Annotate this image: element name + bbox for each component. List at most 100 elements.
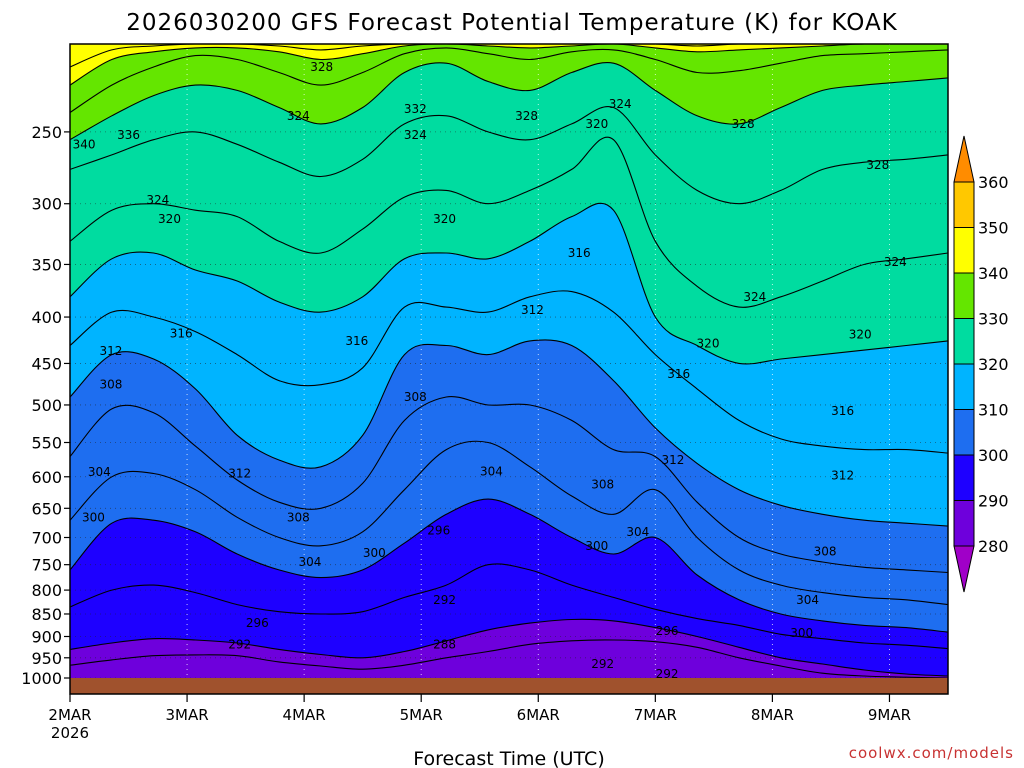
- contour-label-9: 328: [732, 117, 755, 131]
- isentrope-332: [70, 62, 948, 141]
- contour-label-29: 312: [831, 468, 854, 482]
- contour-label-23: 316: [667, 367, 690, 381]
- contour-label-40: 308: [814, 544, 837, 558]
- credit-text: coolwx.com/models: [849, 744, 1014, 762]
- theta-band-336: [70, 44, 948, 113]
- contour-label-13: 320: [433, 212, 456, 226]
- isentrope-328: [70, 105, 948, 205]
- y-tick-label-750: 750: [31, 556, 62, 575]
- colorbar-label-290: 290: [978, 492, 1009, 511]
- isentrope-336: [70, 47, 948, 113]
- plot-frame: [69, 43, 949, 695]
- isentrope-304: [70, 440, 948, 606]
- colorbar-arrow-high: [953, 135, 975, 183]
- colorbar-segment-350: [953, 181, 975, 228]
- theta-fill-layer: [70, 44, 948, 678]
- contour-label-5: 324: [404, 128, 427, 142]
- theta-band-340: [70, 44, 948, 86]
- contour-label-47: 288: [433, 637, 456, 651]
- contour-label-38: 300: [363, 546, 386, 560]
- contour-label-4: 332: [404, 102, 427, 116]
- contour-label-34: 308: [287, 510, 310, 524]
- colorbar-label-330: 330: [978, 310, 1009, 329]
- colorbar-segment-310: [953, 363, 975, 410]
- y-tick-label-250: 250: [31, 123, 62, 142]
- contour-label-20: 316: [170, 326, 193, 340]
- contour-label-43: 296: [246, 616, 269, 630]
- colorbar-label-300: 300: [978, 446, 1009, 465]
- colorbar-label-280: 280: [978, 537, 1009, 556]
- colorbar-segment-290: [953, 454, 975, 501]
- contour-label-0: 340: [73, 137, 96, 151]
- colorbar-label-320: 320: [978, 355, 1009, 374]
- contour-label-21: 316: [345, 334, 368, 348]
- contour-label-37: 300: [585, 539, 608, 553]
- contour-label-6: 328: [515, 109, 538, 123]
- ground-surface: [70, 678, 948, 694]
- contour-label-19: 320: [849, 327, 872, 341]
- contour-label-39: 304: [299, 555, 322, 569]
- contour-label-18: 320: [697, 337, 720, 351]
- contour-label-28: 312: [228, 466, 251, 480]
- y-tick-label-400: 400: [31, 308, 62, 327]
- contour-label-49: 292: [656, 667, 679, 681]
- isentrope-288: [70, 639, 948, 678]
- y-tick-label-900: 900: [31, 627, 62, 646]
- isentrope-layer: [70, 44, 948, 678]
- contour-label-46: 292: [228, 637, 251, 651]
- y-tick-label-950: 950: [31, 649, 62, 668]
- x-tick-label-9MAR: 9MAR: [868, 706, 911, 724]
- y-axis: 250 300 350 400 450 500 550 600 650 700 750 800 850 9…: [21, 123, 70, 688]
- isentrope-312: [70, 339, 948, 527]
- x-tick-label-8MAR: 8MAR: [751, 706, 794, 724]
- colorbar-label-360: 360: [978, 173, 1009, 192]
- colorbar-segment-320: [953, 318, 975, 365]
- contour-label-7: 324: [609, 97, 632, 111]
- contour-label-41: 292: [433, 593, 456, 607]
- contour-label-15: 324: [884, 255, 907, 269]
- x-tick-label-7MAR: 7MAR: [634, 706, 677, 724]
- x-tick-label-6MAR: 6MAR: [517, 706, 560, 724]
- contour-label-25: 308: [404, 390, 427, 404]
- y-tick-label-800: 800: [31, 581, 62, 600]
- grid-layer: [70, 44, 948, 678]
- contour-label-42: 304: [796, 593, 819, 607]
- colorbar-segment-300: [953, 409, 975, 456]
- isentrope-300: [70, 498, 948, 633]
- x-axis: 2MAR 3MAR 4MAR 5MAR 6MAR 7MAR 8MAR 9MAR: [48, 694, 911, 724]
- contour-label-14: 316: [568, 246, 591, 260]
- isentrope-308: [70, 395, 948, 574]
- colorbar-arrow-low: [953, 545, 975, 593]
- isentrope-324: [70, 136, 948, 308]
- y-tick-label-450: 450: [31, 354, 62, 373]
- colorbar-label-310: 310: [978, 401, 1009, 420]
- contour-label-36: 304: [626, 525, 649, 539]
- isentrope-296: [70, 563, 948, 650]
- contour-label-1: 336: [117, 128, 140, 142]
- contour-label-12: 320: [158, 212, 181, 226]
- contour-label-16: 312: [521, 303, 544, 317]
- contour-label-48: 292: [591, 657, 614, 671]
- y-tick-label-500: 500: [31, 396, 62, 415]
- contour-label-2: 328: [310, 60, 333, 74]
- x-tick-label-2MAR: 2MAR: [48, 706, 91, 724]
- y-tick-label-650: 650: [31, 499, 62, 518]
- x-tick-label-5MAR: 5MAR: [400, 706, 443, 724]
- colorbar-segment-340: [953, 227, 975, 274]
- contour-label-22: 312: [100, 344, 123, 358]
- contour-label-30: 304: [88, 465, 111, 479]
- y-tick-label-550: 550: [31, 433, 62, 452]
- contour-label-17: 324: [743, 290, 766, 304]
- isentrope-316: [70, 290, 948, 454]
- y-tick-label-700: 700: [31, 528, 62, 547]
- contour-label-44: 296: [656, 624, 679, 638]
- isentrope-320: [70, 202, 948, 365]
- colorbar: 280 290 300 310 320 330 340 350 360: [953, 135, 1009, 593]
- y-tick-label-850: 850: [31, 605, 62, 624]
- y-tick-label-600: 600: [31, 468, 62, 487]
- contour-label-24: 308: [100, 378, 123, 392]
- x-tick-label-4MAR: 4MAR: [283, 706, 326, 724]
- contour-label-26: 316: [831, 404, 854, 418]
